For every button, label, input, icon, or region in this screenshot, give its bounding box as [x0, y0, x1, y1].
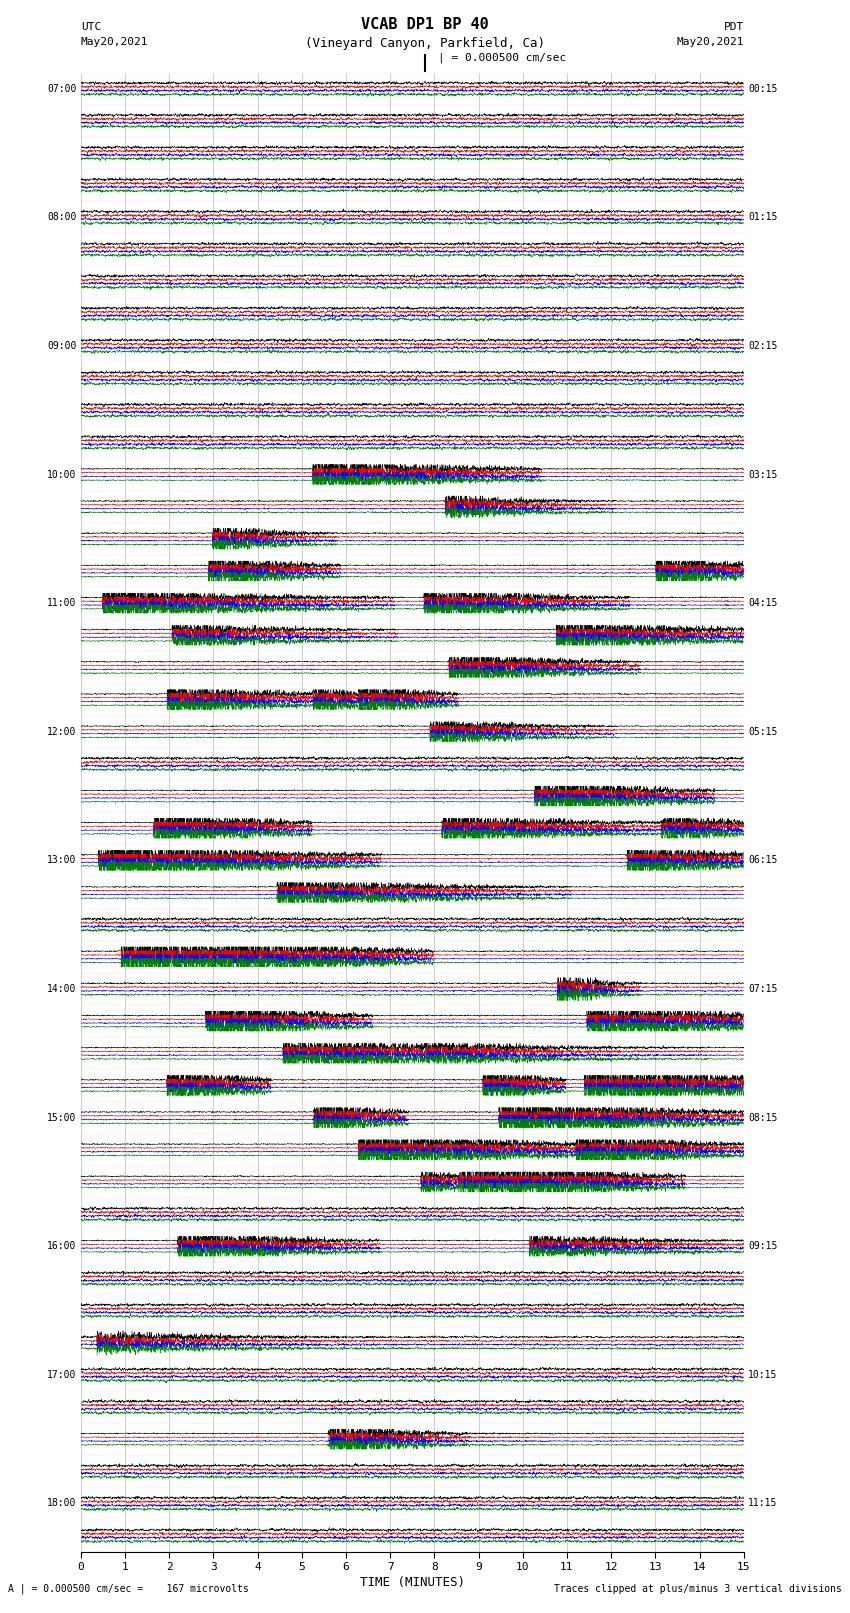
X-axis label: TIME (MINUTES): TIME (MINUTES): [360, 1576, 465, 1589]
Text: 01:15: 01:15: [748, 213, 778, 223]
Text: 08:15: 08:15: [748, 1113, 778, 1123]
Text: 05:15: 05:15: [748, 727, 778, 737]
Text: 11:00: 11:00: [47, 598, 76, 608]
Text: 09:15: 09:15: [748, 1242, 778, 1252]
Text: 12:00: 12:00: [47, 727, 76, 737]
Text: | = 0.000500 cm/sec: | = 0.000500 cm/sec: [438, 52, 566, 63]
Text: PDT: PDT: [723, 23, 744, 32]
Text: (Vineyard Canyon, Parkfield, Ca): (Vineyard Canyon, Parkfield, Ca): [305, 37, 545, 50]
Text: 06:15: 06:15: [748, 855, 778, 866]
Text: 02:15: 02:15: [748, 340, 778, 352]
Text: 17:00: 17:00: [47, 1369, 76, 1379]
Text: Traces clipped at plus/minus 3 vertical divisions: Traces clipped at plus/minus 3 vertical …: [553, 1584, 842, 1594]
Text: 08:00: 08:00: [47, 213, 76, 223]
Text: May20,2021: May20,2021: [677, 37, 744, 47]
Text: 00:15: 00:15: [748, 84, 778, 94]
Text: May20,2021: May20,2021: [81, 37, 148, 47]
Text: 16:00: 16:00: [47, 1242, 76, 1252]
Text: 15:00: 15:00: [47, 1113, 76, 1123]
Text: 09:00: 09:00: [47, 340, 76, 352]
Text: 07:15: 07:15: [748, 984, 778, 994]
Text: 13:00: 13:00: [47, 855, 76, 866]
Text: VCAB DP1 BP 40: VCAB DP1 BP 40: [361, 18, 489, 32]
Text: 04:15: 04:15: [748, 598, 778, 608]
Text: 03:15: 03:15: [748, 469, 778, 479]
Text: UTC: UTC: [81, 23, 101, 32]
Text: A | = 0.000500 cm/sec =    167 microvolts: A | = 0.000500 cm/sec = 167 microvolts: [8, 1582, 249, 1594]
Text: 10:15: 10:15: [748, 1369, 778, 1379]
Text: 10:00: 10:00: [47, 469, 76, 479]
Text: 14:00: 14:00: [47, 984, 76, 994]
Text: 07:00: 07:00: [47, 84, 76, 94]
Text: 11:15: 11:15: [748, 1498, 778, 1508]
Text: 18:00: 18:00: [47, 1498, 76, 1508]
